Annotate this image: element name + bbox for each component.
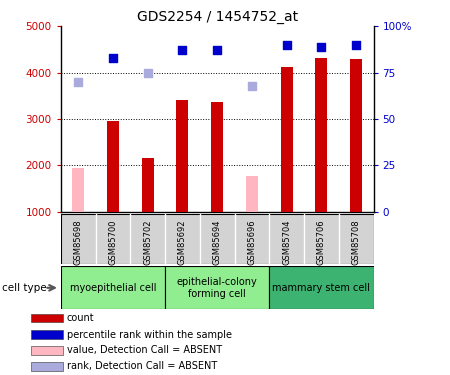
Text: GSM85694: GSM85694 [212, 220, 221, 266]
Bar [315, 58, 328, 212]
Point [318, 44, 325, 50]
Bar [72, 168, 84, 212]
Text: rank, Detection Call = ABSENT: rank, Detection Call = ABSENT [67, 362, 217, 371]
Point [352, 42, 360, 48]
Text: GSM85704: GSM85704 [282, 220, 291, 266]
Bar [61, 266, 165, 309]
Point [213, 47, 220, 53]
Bar [31, 330, 63, 339]
Point [283, 42, 290, 48]
Bar [350, 59, 362, 212]
Point [109, 55, 117, 61]
Text: myoepithelial cell: myoepithelial cell [70, 283, 156, 293]
Text: mammary stem cell: mammary stem cell [272, 283, 370, 293]
Bar [269, 266, 373, 309]
Text: GSM85696: GSM85696 [248, 220, 256, 266]
Bar [176, 100, 189, 212]
Text: cell type: cell type [2, 283, 47, 293]
Text: GSM85702: GSM85702 [143, 220, 152, 266]
Text: GSM85692: GSM85692 [178, 220, 187, 266]
Bar [280, 67, 293, 212]
Bar [211, 102, 223, 212]
Point [248, 82, 256, 88]
Bar [31, 362, 63, 370]
Text: count: count [67, 313, 94, 323]
Bar [107, 122, 119, 212]
Bar [142, 158, 154, 212]
Bar [246, 176, 258, 212]
Text: GSM85698: GSM85698 [74, 220, 83, 266]
Text: GSM85706: GSM85706 [317, 220, 326, 266]
Bar [31, 346, 63, 355]
Bar [165, 266, 269, 309]
Text: GSM85708: GSM85708 [351, 220, 360, 266]
Point [179, 47, 186, 53]
Bar [31, 314, 63, 322]
Text: epithelial-colony
forming cell: epithelial-colony forming cell [177, 277, 257, 298]
Point [75, 79, 82, 85]
Point [144, 70, 151, 76]
Text: value, Detection Call = ABSENT: value, Detection Call = ABSENT [67, 345, 222, 355]
Text: GSM85700: GSM85700 [108, 220, 117, 266]
Title: GDS2254 / 1454752_at: GDS2254 / 1454752_at [136, 10, 298, 24]
Text: percentile rank within the sample: percentile rank within the sample [67, 330, 232, 340]
